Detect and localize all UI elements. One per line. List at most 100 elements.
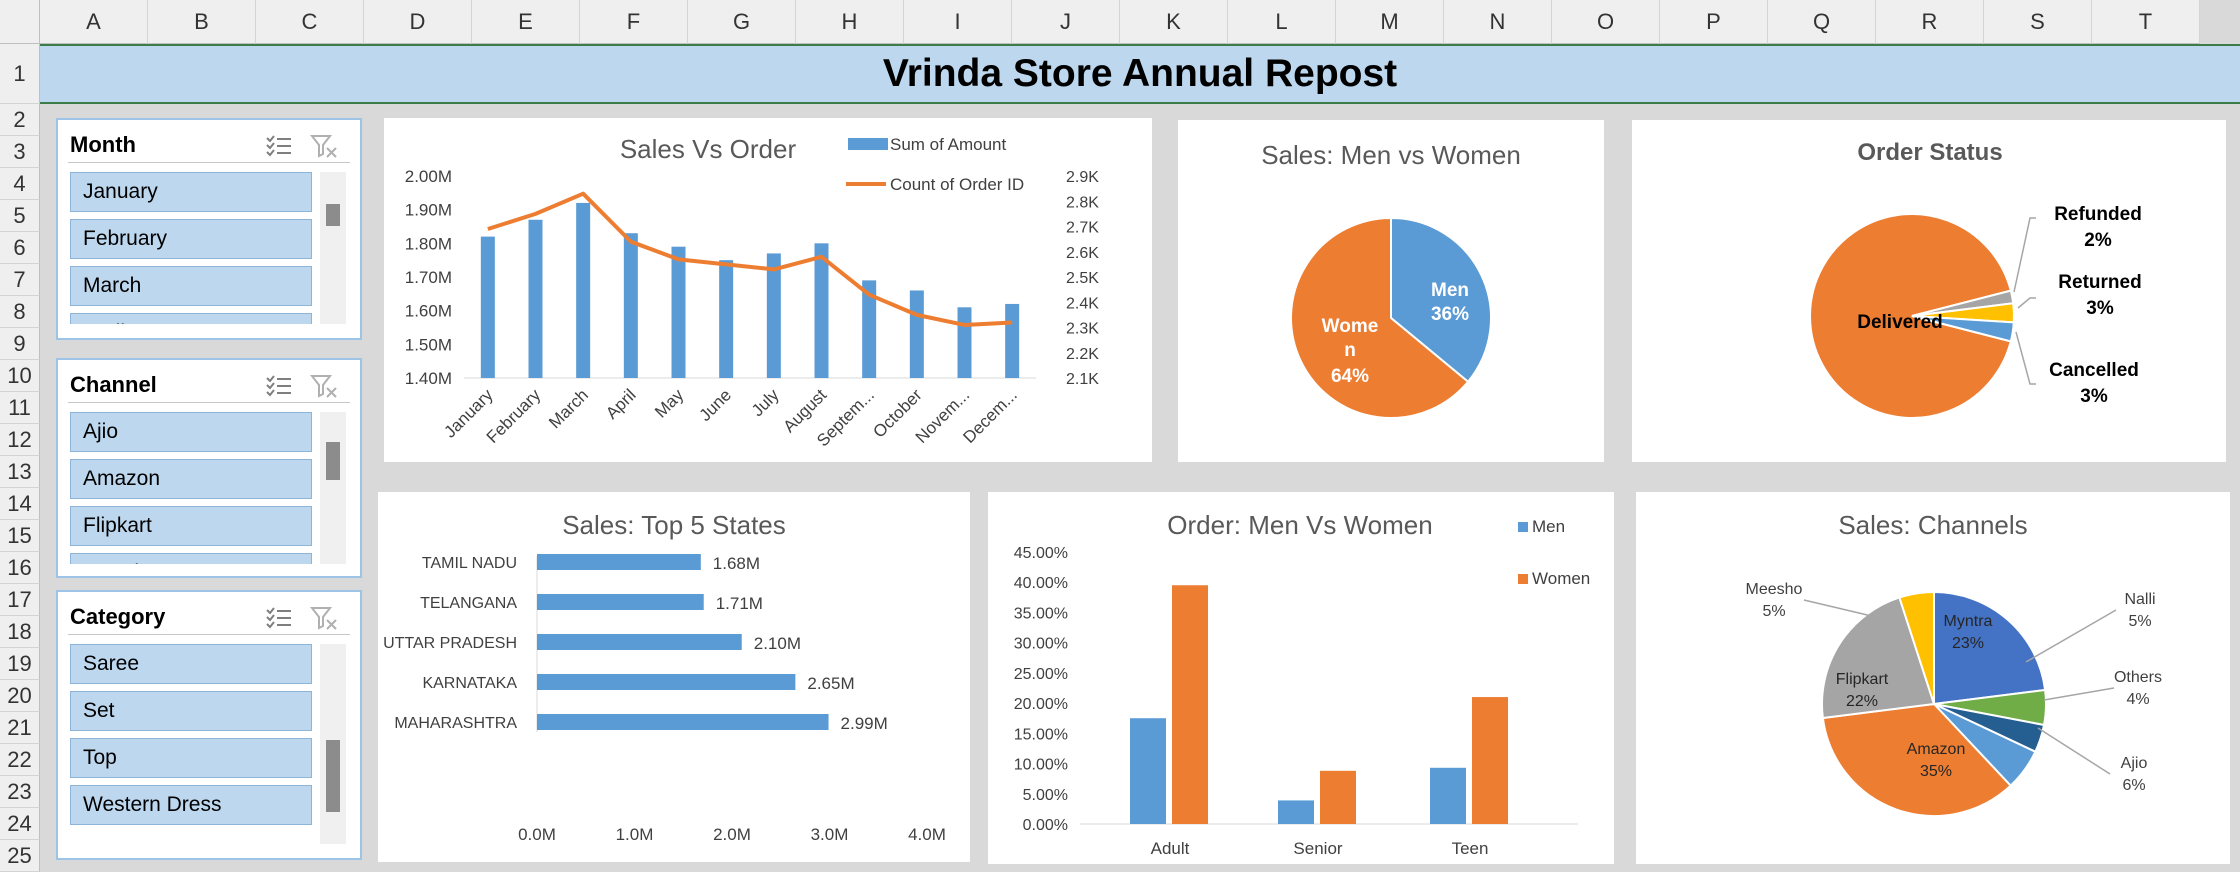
row-header-15[interactable]: 15	[0, 520, 40, 552]
row-header-13[interactable]: 13	[0, 456, 40, 488]
column-header-e[interactable]: E	[472, 0, 580, 44]
y2-tick-label: 2.7K	[1066, 220, 1099, 237]
scroll-thumb[interactable]	[326, 204, 340, 226]
slice-label-women-2: n	[1344, 340, 1356, 361]
bar-august	[814, 243, 829, 378]
slicer-scrollbar[interactable]	[320, 644, 346, 844]
top5-states-svg: Sales: Top 5 States TAMIL NADU 1.68M TELANG…	[383, 510, 946, 844]
clear-filter-icon[interactable]	[309, 132, 340, 160]
column-header-i[interactable]: I	[904, 0, 1012, 44]
column-header-g[interactable]: G	[688, 0, 796, 44]
scroll-thumb[interactable]	[326, 442, 340, 480]
row-header-24[interactable]: 24	[0, 808, 40, 840]
slice-label-others: Others	[2114, 669, 2162, 686]
top5-states-chart[interactable]: Sales: Top 5 States TAMIL NADU 1.68M TELANG…	[378, 492, 970, 862]
select-all-corner[interactable]	[0, 0, 40, 44]
order-men-women-chart[interactable]: Order: Men Vs Women 0.00% 5.00% 10.00% 15.00…	[988, 492, 1614, 864]
x-tick-label: 0.0M	[518, 825, 556, 844]
slicer-item-saree[interactable]: Saree	[70, 644, 312, 684]
column-header-r[interactable]: R	[1876, 0, 1984, 44]
column-header-f[interactable]: F	[580, 0, 688, 44]
row-header-2[interactable]: 2	[0, 104, 40, 136]
legend-label-men: Men	[1532, 517, 1565, 536]
slicer-scrollbar[interactable]	[320, 172, 346, 324]
row-header-20[interactable]: 20	[0, 680, 40, 712]
row-header-9[interactable]: 9	[0, 328, 40, 360]
month-slicer[interactable]: Month January February March April	[56, 118, 362, 340]
slicer-item-meesho[interactable]: Meesho	[70, 553, 312, 564]
order-status-chart[interactable]: Order Status Delivered Refunded 2% Returned 3…	[1632, 120, 2226, 462]
slice-pct-cancelled: 3%	[2080, 386, 2108, 407]
bar-april	[623, 233, 638, 378]
slice-label-flipkart: Flipkart	[1836, 671, 1889, 688]
bar-decem	[1005, 303, 1020, 378]
bar-novem	[957, 307, 972, 378]
pie-slice-cancelled	[1911, 315, 2015, 343]
column-header-m[interactable]: M	[1336, 0, 1444, 44]
row-header-23[interactable]: 23	[0, 776, 40, 808]
slicer-item-ajio[interactable]: Ajio	[70, 412, 312, 452]
sales-men-women-chart[interactable]: Sales: Men vs Women Men 36% Wome n 64%	[1178, 120, 1604, 462]
pie-slice-women	[1290, 216, 1470, 419]
y-tick-label: TAMIL NADU	[422, 555, 517, 572]
column-header-j[interactable]: J	[1012, 0, 1120, 44]
row-header-18[interactable]: 18	[0, 616, 40, 648]
column-header-b[interactable]: B	[148, 0, 256, 44]
row-header-7[interactable]: 7	[0, 264, 40, 296]
row-header-4[interactable]: 4	[0, 168, 40, 200]
slicer-title: Month	[70, 132, 136, 157]
sales-vs-order-chart[interactable]: Sales Vs Order 1.40M 1.50M 1.60M 1.70M 1.80M 1…	[384, 118, 1152, 462]
row-header-11[interactable]: 11	[0, 392, 40, 424]
row-header-22[interactable]: 22	[0, 744, 40, 776]
slicer-item-amazon[interactable]: Amazon	[70, 459, 312, 499]
clear-filter-icon[interactable]	[309, 604, 340, 632]
row-header-21[interactable]: 21	[0, 712, 40, 744]
bar-women-senior	[1320, 770, 1356, 824]
multi-select-icon[interactable]	[264, 604, 294, 632]
row-header-25[interactable]: 25	[0, 840, 40, 872]
column-header-s[interactable]: S	[1984, 0, 2092, 44]
column-header-q[interactable]: Q	[1768, 0, 1876, 44]
column-header-o[interactable]: O	[1552, 0, 1660, 44]
category-slicer[interactable]: Category Saree Set Top Western Dress	[56, 590, 362, 860]
slicer-item-february[interactable]: February	[70, 219, 312, 259]
slicer-scrollbar[interactable]	[320, 412, 346, 564]
slice-label-ajio: Ajio	[2121, 755, 2148, 772]
column-header-p[interactable]: P	[1660, 0, 1768, 44]
slicer-item-january[interactable]: January	[70, 172, 312, 212]
slicer-item-western-dress[interactable]: Western Dress	[70, 785, 312, 825]
slicer-item-april[interactable]: April	[70, 313, 312, 324]
clear-filter-icon[interactable]	[309, 372, 340, 400]
multi-select-icon[interactable]	[264, 132, 294, 160]
slicer-item-flipkart[interactable]: Flipkart	[70, 506, 312, 546]
scroll-thumb[interactable]	[326, 740, 340, 812]
column-header-h[interactable]: H	[796, 0, 904, 44]
row-header-14[interactable]: 14	[0, 488, 40, 520]
channel-slicer[interactable]: Channel Ajio Amazon Flipkart Meesho	[56, 358, 362, 578]
column-header-a[interactable]: A	[40, 0, 148, 44]
row-header-5[interactable]: 5	[0, 200, 40, 232]
column-header-d[interactable]: D	[364, 0, 472, 44]
y-tick-label: 1.90M	[405, 201, 452, 220]
row-header-3[interactable]: 3	[0, 136, 40, 168]
multi-select-icon[interactable]	[264, 372, 294, 400]
chart-title: Order Status	[1857, 139, 2002, 166]
row-header-10[interactable]: 10	[0, 360, 40, 392]
row-header-12[interactable]: 12	[0, 424, 40, 456]
row-header-17[interactable]: 17	[0, 584, 40, 616]
column-header-n[interactable]: N	[1444, 0, 1552, 44]
sales-channels-chart[interactable]: Sales: Channels Myntra 23% Nalli 5% Others 4% A…	[1636, 492, 2230, 864]
column-header-c[interactable]: C	[256, 0, 364, 44]
column-header-t[interactable]: T	[2092, 0, 2200, 44]
row-header-19[interactable]: 19	[0, 648, 40, 680]
row-header-16[interactable]: 16	[0, 552, 40, 584]
slice-label-refunded: Refunded	[2054, 204, 2142, 225]
column-header-k[interactable]: K	[1120, 0, 1228, 44]
row-header-1[interactable]: 1	[0, 44, 40, 104]
row-header-8[interactable]: 8	[0, 296, 40, 328]
slicer-item-set[interactable]: Set	[70, 691, 312, 731]
slicer-item-march[interactable]: March	[70, 266, 312, 306]
row-header-6[interactable]: 6	[0, 232, 40, 264]
column-header-l[interactable]: L	[1228, 0, 1336, 44]
slicer-item-top[interactable]: Top	[70, 738, 312, 778]
